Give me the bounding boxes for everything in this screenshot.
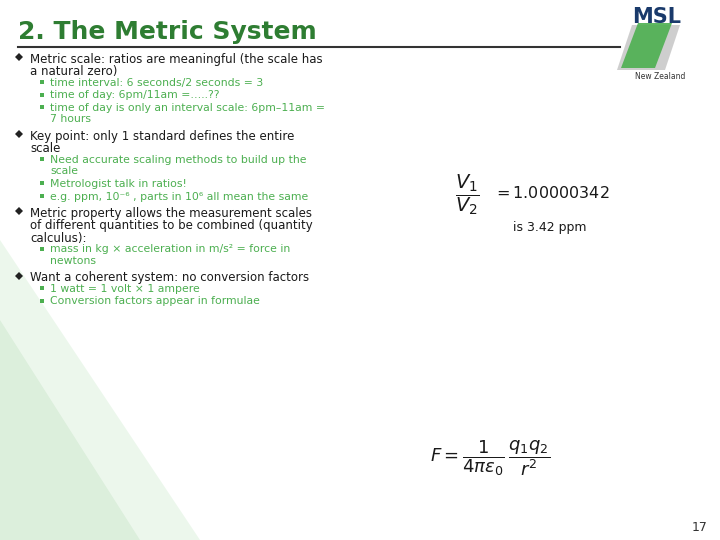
Text: Conversion factors appear in formulae: Conversion factors appear in formulae xyxy=(50,296,260,307)
Text: e.g. ppm, 10⁻⁶ , parts in 10⁶ all mean the same: e.g. ppm, 10⁻⁶ , parts in 10⁶ all mean t… xyxy=(50,192,308,201)
Text: calculus):: calculus): xyxy=(30,232,86,245)
Text: scale: scale xyxy=(50,166,78,177)
Text: $= 1.00000342$: $= 1.00000342$ xyxy=(493,185,610,201)
Text: MSL: MSL xyxy=(632,7,681,27)
Text: time of day is only an interval scale: 6pm–11am =: time of day is only an interval scale: 6… xyxy=(50,103,325,113)
Text: Key point: only 1 standard defines the entire: Key point: only 1 standard defines the e… xyxy=(30,130,294,143)
Text: time of day: 6pm/11am =…..??: time of day: 6pm/11am =…..?? xyxy=(50,91,220,100)
Polygon shape xyxy=(617,25,680,70)
Text: Need accurate scaling methods to build up the: Need accurate scaling methods to build u… xyxy=(50,155,307,165)
Polygon shape xyxy=(621,23,672,68)
Text: a natural zero): a natural zero) xyxy=(30,65,117,78)
Text: scale: scale xyxy=(30,143,60,156)
Text: Want a coherent system: no conversion factors: Want a coherent system: no conversion fa… xyxy=(30,272,309,285)
Text: is 3.42 ppm: is 3.42 ppm xyxy=(513,221,587,234)
Polygon shape xyxy=(0,320,140,540)
Text: 17: 17 xyxy=(692,521,708,534)
Text: 2. The Metric System: 2. The Metric System xyxy=(18,20,317,44)
Text: 7 hours: 7 hours xyxy=(50,114,91,125)
Text: $\dfrac{V_1}{V_2}$: $\dfrac{V_1}{V_2}$ xyxy=(455,173,480,217)
Text: newtons: newtons xyxy=(50,256,96,266)
Text: mass in kg × acceleration in m/s² = force in: mass in kg × acceleration in m/s² = forc… xyxy=(50,245,290,254)
Text: time interval: 6 seconds/2 seconds = 3: time interval: 6 seconds/2 seconds = 3 xyxy=(50,78,264,88)
Polygon shape xyxy=(0,240,200,540)
Text: of different quantities to be combined (quantity: of different quantities to be combined (… xyxy=(30,219,312,233)
Text: 1 watt = 1 volt × 1 ampere: 1 watt = 1 volt × 1 ampere xyxy=(50,284,199,294)
Text: Metric property allows the measurement scales: Metric property allows the measurement s… xyxy=(30,207,312,220)
Text: New Zealand: New Zealand xyxy=(635,72,685,81)
Text: $F = \dfrac{1}{4\pi\varepsilon_0}\,\dfrac{q_1 q_2}{r^2}$: $F = \dfrac{1}{4\pi\varepsilon_0}\,\dfra… xyxy=(430,438,550,478)
Text: Metric scale: ratios are meaningful (the scale has: Metric scale: ratios are meaningful (the… xyxy=(30,53,323,66)
Text: Metrologist talk in ratios!: Metrologist talk in ratios! xyxy=(50,179,186,189)
